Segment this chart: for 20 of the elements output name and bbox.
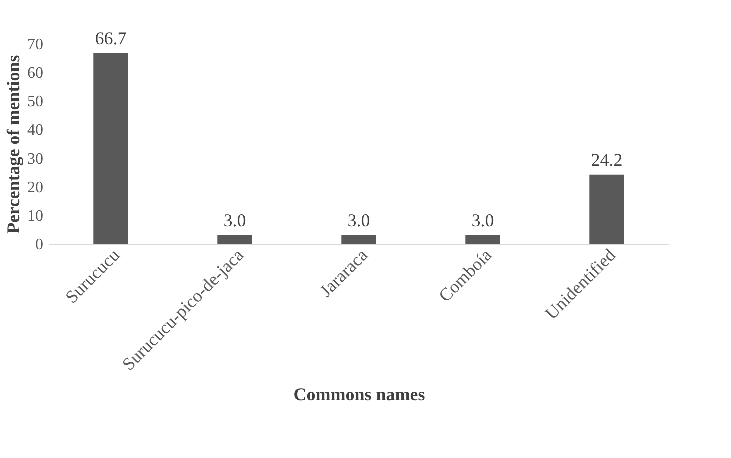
bar <box>466 235 500 244</box>
y-tick-label: 50 <box>28 94 44 111</box>
y-tick-label: 0 <box>36 236 44 254</box>
bar <box>218 235 252 244</box>
bar <box>94 53 128 244</box>
data-label: 3.0 <box>224 210 246 230</box>
y-axis-title: Percentage of mentions <box>4 55 24 234</box>
y-tick-label: 10 <box>28 208 44 225</box>
y-tick-label: 70 <box>28 36 44 54</box>
y-tick-label: 20 <box>28 179 44 196</box>
data-label: 66.7 <box>95 28 127 48</box>
y-tick-label: 30 <box>28 150 44 168</box>
y-tick-label: 40 <box>28 122 44 140</box>
data-label: 24.2 <box>591 150 623 170</box>
x-axis-title: Commons names <box>294 384 426 404</box>
y-tick-label: 60 <box>28 65 44 82</box>
data-label: 3.0 <box>472 210 494 230</box>
bar <box>590 174 624 244</box>
data-label: 3.0 <box>348 210 370 230</box>
bar <box>342 235 376 244</box>
